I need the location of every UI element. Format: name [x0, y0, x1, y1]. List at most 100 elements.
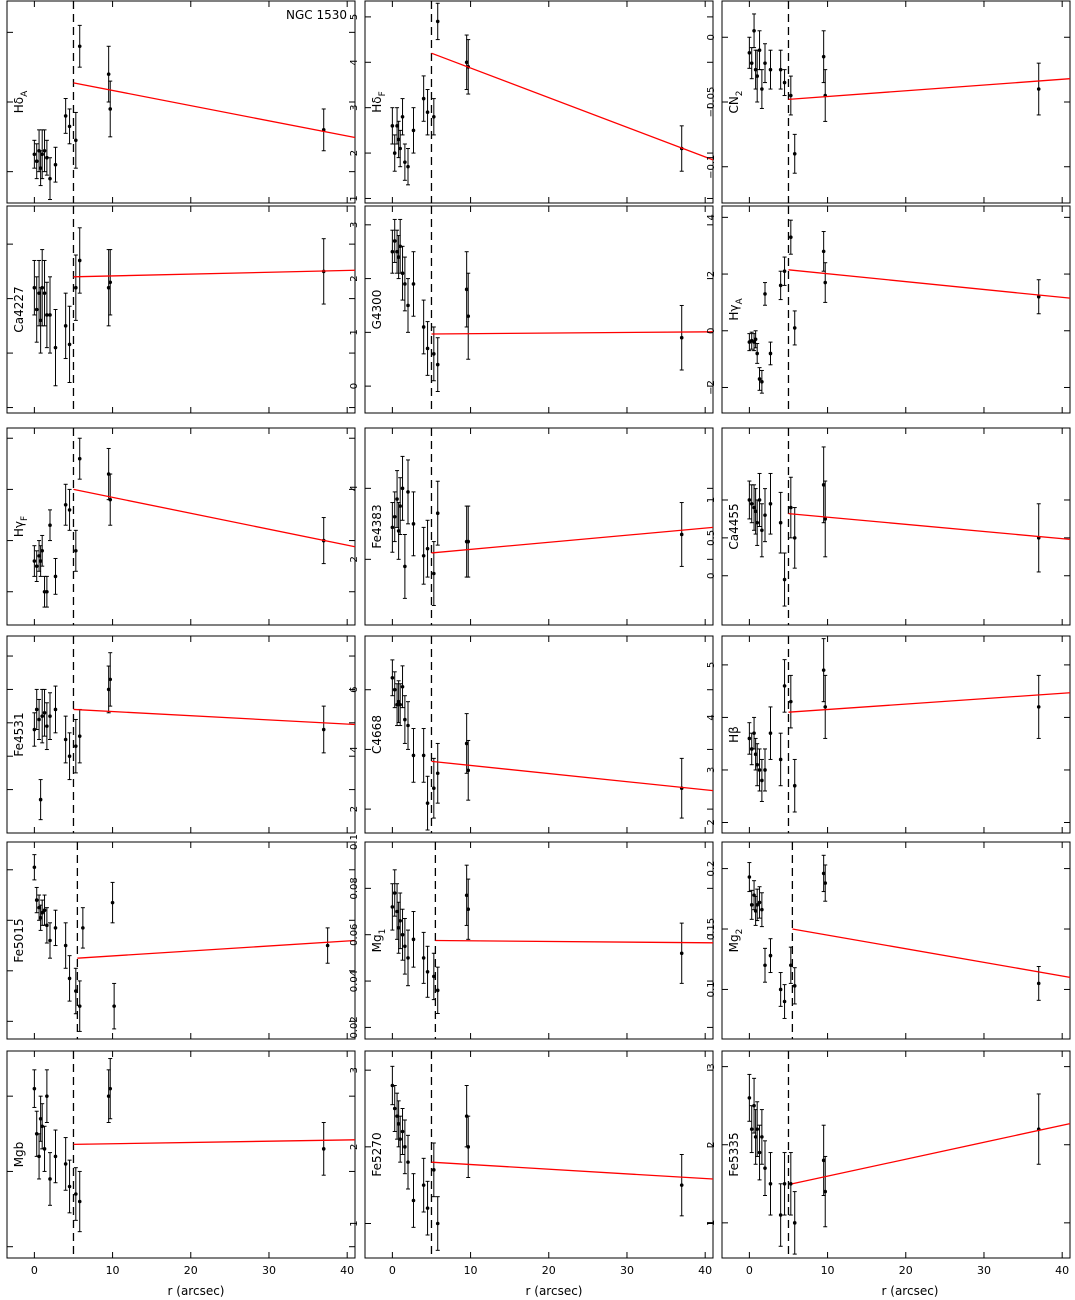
data-point: [81, 926, 85, 930]
data-point: [63, 114, 68, 118]
y-tick-label: 2: [0, 168, 2, 174]
data-point: [392, 687, 397, 692]
y-axis-label: Fe4383: [370, 504, 384, 548]
data-point: [67, 1184, 72, 1189]
data-point: [77, 1199, 82, 1204]
data-point: [390, 1083, 395, 1088]
panel-2: 1 2 3 4 5 HδF: [349, 0, 714, 204]
data-point: [782, 684, 787, 688]
data-point: [38, 559, 43, 563]
data-point: [395, 249, 399, 254]
data-point: [48, 714, 52, 718]
y-tick-label: 5: [349, 14, 360, 20]
data-point: [45, 1094, 49, 1098]
data-point: [752, 28, 756, 33]
data-point: [40, 549, 44, 553]
data-point: [425, 346, 430, 351]
data-point: [406, 723, 410, 728]
data-point: [789, 505, 793, 510]
data-point: [421, 956, 426, 960]
data-point: [421, 1183, 426, 1187]
plot-frame: [6, 0, 356, 204]
data-point: [752, 1103, 756, 1108]
data-point: [768, 1181, 773, 1186]
y-tick-label: 2: [706, 819, 717, 825]
fit-line: [788, 78, 1071, 101]
data-point: [753, 337, 758, 342]
y-tick-label: 0.08: [349, 877, 360, 899]
y-axis-label: HδA: [12, 90, 30, 113]
data-point: [108, 677, 113, 682]
data-point: [763, 963, 767, 968]
data-point: [464, 287, 469, 292]
fit-line: [77, 939, 356, 959]
y-axis-label-subscript: 2: [735, 90, 745, 96]
data-point: [435, 988, 440, 993]
data-point: [411, 753, 416, 758]
fit-line: [431, 52, 714, 161]
y-axis-label-subscript: A: [735, 298, 745, 305]
fit-line: [788, 692, 1071, 713]
data-point: [53, 162, 58, 167]
y-tick-label: 1: [349, 1220, 360, 1226]
data-point: [679, 532, 684, 537]
y-tick-label: 3: [0, 1093, 2, 1099]
data-point: [74, 138, 78, 143]
data-point: [778, 520, 783, 525]
data-point: [421, 553, 426, 558]
data-point: [38, 915, 43, 920]
y-axis-label-subscript: A: [20, 90, 30, 97]
data-point: [411, 522, 416, 526]
data-point: [749, 61, 754, 65]
y-axis-label: C4668: [370, 715, 384, 754]
data-point: [108, 107, 113, 111]
fit-line: [431, 760, 714, 792]
data-point: [757, 1150, 762, 1155]
data-point: [392, 239, 397, 243]
data-point: [789, 699, 793, 704]
y-tick-label: 0: [349, 383, 360, 389]
panel-8: 2 4 Fe4383: [349, 427, 714, 626]
data-point: [74, 1192, 78, 1196]
data-point: [45, 313, 49, 317]
y-axis-label: Mgb: [12, 1142, 26, 1168]
y-tick-label: 5: [706, 662, 717, 668]
panel-15: 0.1 0.15 0.2 Mg2: [706, 841, 1071, 1040]
data-point: [40, 1124, 44, 1129]
y-tick-label: 2: [349, 806, 360, 812]
data-point: [390, 124, 395, 128]
data-point: [398, 504, 402, 508]
galaxy-label: NGC 1530: [286, 8, 347, 22]
data-point: [778, 1213, 783, 1217]
data-point: [42, 908, 47, 912]
y-tick-label: 0.2: [706, 861, 717, 877]
data-point: [325, 943, 330, 948]
data-point: [403, 564, 407, 569]
data-point: [466, 539, 471, 544]
y-tick-label: 1: [0, 753, 2, 759]
data-point: [425, 969, 430, 974]
data-point: [425, 546, 430, 551]
y-axis-label-subscript: F: [378, 91, 388, 96]
y-tick-label: 3: [0, 486, 2, 492]
data-point: [392, 151, 397, 155]
x-tick-label: 30: [262, 1264, 276, 1277]
data-point: [435, 511, 440, 515]
data-point: [757, 768, 762, 772]
fit-line: [792, 928, 1071, 979]
data-point: [34, 1132, 39, 1136]
plot-frame: [721, 427, 1071, 626]
data-point: [112, 1004, 116, 1008]
y-tick-label: 0.04: [349, 970, 360, 992]
data-point: [106, 285, 111, 290]
data-point: [45, 923, 49, 928]
data-point: [1036, 87, 1041, 91]
y-tick-label: 6: [349, 687, 360, 693]
data-point: [53, 1154, 58, 1159]
data-point: [755, 520, 759, 525]
data-point: [32, 1086, 37, 1091]
data-point: [395, 1114, 399, 1118]
data-point: [400, 271, 405, 276]
y-axis-label: Mg2: [727, 929, 745, 953]
plot-frame: [6, 427, 356, 626]
